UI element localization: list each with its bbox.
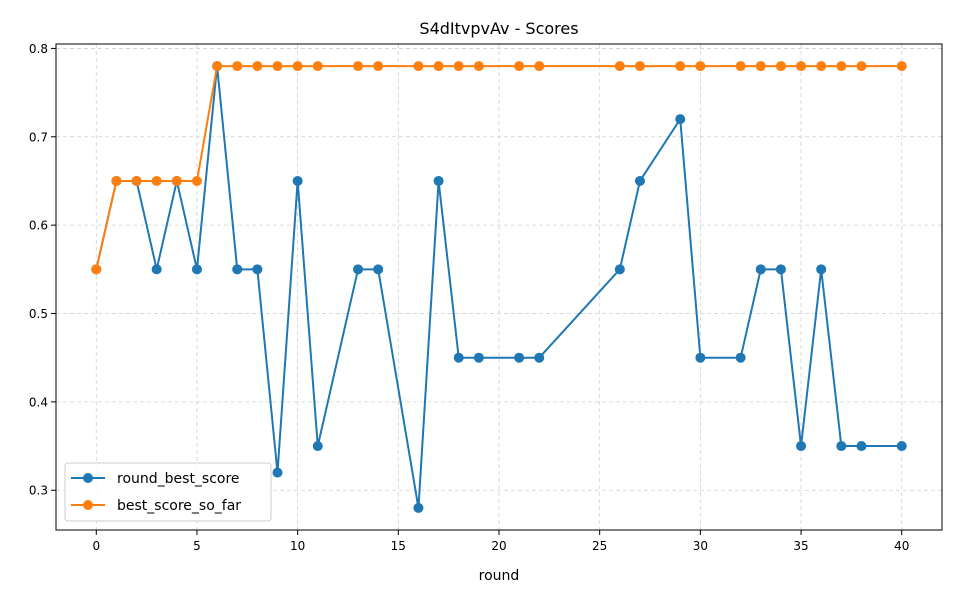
data-point	[534, 352, 545, 363]
data-point	[433, 61, 444, 72]
data-point	[292, 175, 303, 186]
data-point	[473, 61, 484, 72]
data-point	[151, 264, 162, 275]
legend-label: best_score_so_far	[117, 498, 241, 514]
x-tick-label: 30	[693, 539, 708, 553]
data-point	[816, 264, 827, 275]
data-point	[735, 352, 746, 363]
data-point	[634, 175, 645, 186]
data-point	[755, 264, 766, 275]
x-tick-label: 0	[92, 539, 100, 553]
data-point	[735, 61, 746, 72]
data-point	[796, 441, 807, 452]
data-point	[292, 61, 303, 72]
x-axis-ticks: 0 5 10 15 20 25 30 35 40	[92, 530, 909, 553]
data-point	[272, 61, 283, 72]
x-tick-label: 40	[894, 539, 909, 553]
data-point	[433, 175, 444, 186]
data-point	[816, 61, 827, 72]
data-point	[453, 61, 464, 72]
legend-marker	[83, 473, 93, 483]
series-best_score_so_far	[91, 61, 907, 275]
x-tick-label: 5	[193, 539, 201, 553]
data-point	[514, 61, 525, 72]
legend-marker	[83, 500, 93, 510]
x-tick-label: 10	[290, 539, 305, 553]
data-point	[91, 264, 102, 275]
data-point	[212, 61, 223, 72]
x-tick-label: 20	[491, 539, 506, 553]
y-tick-label: 0.8	[29, 42, 48, 56]
data-point	[896, 61, 907, 72]
data-point	[614, 264, 625, 275]
data-point	[614, 61, 625, 72]
data-point	[252, 61, 263, 72]
data-point	[514, 352, 525, 363]
x-tick-label: 35	[793, 539, 808, 553]
chart-title: S4dItvpvAv - Scores	[419, 19, 578, 38]
data-point	[171, 175, 182, 186]
data-point	[191, 175, 202, 186]
data-point	[252, 264, 263, 275]
legend-label: round_best_score	[117, 471, 240, 487]
data-point	[272, 467, 283, 478]
legend: round_best_score best_score_so_far	[64, 462, 272, 522]
data-point	[473, 352, 484, 363]
data-point	[695, 352, 706, 363]
grid	[56, 44, 942, 530]
data-point	[312, 441, 323, 452]
data-point	[675, 61, 686, 72]
data-point	[232, 264, 243, 275]
legend-item: best_score_so_far	[71, 498, 241, 514]
data-point	[775, 264, 786, 275]
data-point	[111, 175, 122, 186]
y-tick-label: 0.7	[29, 130, 48, 144]
x-tick-label: 25	[592, 539, 607, 553]
x-tick-label: 15	[391, 539, 406, 553]
data-point	[312, 61, 323, 72]
y-tick-label: 0.4	[29, 395, 48, 409]
data-point	[836, 441, 847, 452]
legend-item: round_best_score	[71, 471, 240, 487]
series-line	[95, 65, 902, 509]
series-layer	[91, 61, 907, 513]
data-point	[775, 61, 786, 72]
data-point	[695, 61, 706, 72]
data-point	[856, 61, 867, 72]
data-point	[413, 61, 424, 72]
x-axis-label: round	[479, 568, 520, 584]
y-tick-label: 0.6	[29, 219, 48, 233]
y-axis-ticks: 0.3 0.4 0.5 0.6 0.7 0.8	[29, 42, 56, 498]
data-point	[856, 441, 867, 452]
legend-box	[64, 462, 272, 522]
data-point	[675, 114, 686, 125]
data-point	[131, 175, 142, 186]
data-point	[796, 61, 807, 72]
data-point	[232, 61, 243, 72]
y-tick-label: 0.3	[29, 484, 48, 498]
data-point	[453, 352, 464, 363]
data-point	[373, 264, 384, 275]
data-point	[534, 61, 545, 72]
data-point	[191, 264, 202, 275]
data-point	[353, 61, 364, 72]
data-point	[151, 175, 162, 186]
data-point	[413, 502, 424, 513]
data-point	[634, 61, 645, 72]
data-point	[896, 441, 907, 452]
data-point	[755, 61, 766, 72]
data-point	[353, 264, 364, 275]
data-point	[836, 61, 847, 72]
data-point	[373, 61, 384, 72]
y-tick-label: 0.5	[29, 307, 48, 321]
